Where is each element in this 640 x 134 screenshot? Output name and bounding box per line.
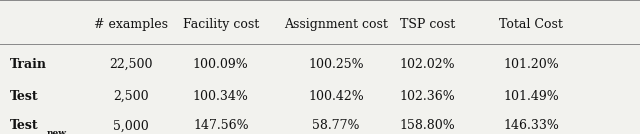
Text: 5,000: 5,000	[113, 119, 149, 133]
Text: 102.02%: 102.02%	[400, 58, 455, 71]
Text: 100.09%: 100.09%	[193, 58, 249, 71]
Text: Test: Test	[10, 119, 38, 133]
Text: 2,500: 2,500	[113, 90, 149, 103]
Text: 147.56%: 147.56%	[193, 119, 248, 133]
Text: new: new	[47, 129, 67, 134]
Text: 101.20%: 101.20%	[503, 58, 559, 71]
Text: 58.77%: 58.77%	[312, 119, 360, 133]
Text: 158.80%: 158.80%	[399, 119, 456, 133]
Text: # examples: # examples	[94, 18, 168, 31]
Text: 100.34%: 100.34%	[193, 90, 249, 103]
Text: 101.49%: 101.49%	[503, 90, 559, 103]
Text: Test: Test	[10, 90, 38, 103]
Text: Assignment cost: Assignment cost	[284, 18, 388, 31]
Text: 100.25%: 100.25%	[308, 58, 364, 71]
Text: 100.42%: 100.42%	[308, 90, 364, 103]
Text: TSP cost: TSP cost	[400, 18, 455, 31]
Text: Train: Train	[10, 58, 47, 71]
Text: 146.33%: 146.33%	[503, 119, 559, 133]
Text: 102.36%: 102.36%	[399, 90, 456, 103]
Text: Facility cost: Facility cost	[182, 18, 259, 31]
Text: Total Cost: Total Cost	[499, 18, 563, 31]
Text: 22,500: 22,500	[109, 58, 153, 71]
